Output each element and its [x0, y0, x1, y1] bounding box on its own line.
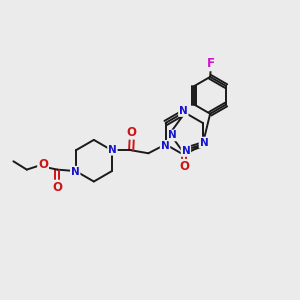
Text: O: O: [38, 158, 48, 171]
Text: N: N: [179, 106, 188, 116]
Text: N: N: [200, 138, 208, 148]
Text: F: F: [207, 57, 215, 70]
Text: N: N: [161, 141, 170, 151]
Text: N: N: [108, 145, 117, 155]
Text: N: N: [71, 167, 80, 177]
Text: O: O: [179, 160, 189, 173]
Text: N: N: [182, 146, 190, 156]
Text: O: O: [127, 126, 137, 139]
Text: N: N: [168, 130, 177, 140]
Text: O: O: [52, 181, 62, 194]
